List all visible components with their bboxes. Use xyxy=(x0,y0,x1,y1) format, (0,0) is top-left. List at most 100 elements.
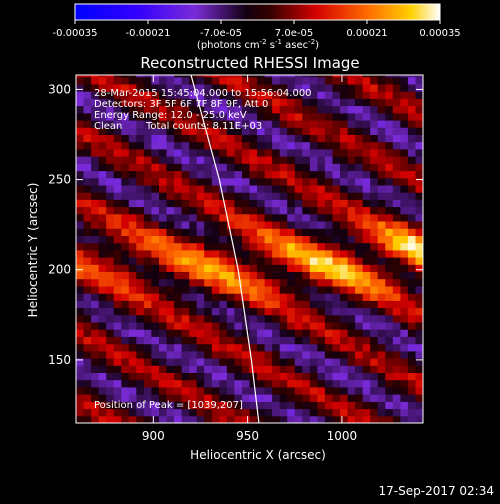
heatmap-cell xyxy=(189,365,198,373)
heatmap-cell xyxy=(166,257,175,265)
heatmap-cell xyxy=(98,98,107,107)
heatmap-cell xyxy=(143,300,152,309)
heatmap-cell xyxy=(355,84,364,92)
heatmap-cell xyxy=(279,293,288,301)
heatmap-cell xyxy=(302,177,311,186)
heatmap-cell xyxy=(113,322,122,330)
heatmap-cell xyxy=(294,228,303,236)
heatmap-cell xyxy=(98,185,107,193)
heatmap-cell xyxy=(294,206,303,215)
heatmap-cell xyxy=(257,221,265,229)
heatmap-cell xyxy=(415,228,423,236)
heatmap-cell xyxy=(234,127,243,135)
heatmap-cell xyxy=(385,98,394,107)
heatmap-cell xyxy=(249,293,258,301)
heatmap-cell xyxy=(204,242,213,251)
heatmap-cell xyxy=(211,379,220,388)
heatmap-cell xyxy=(309,264,318,272)
heatmap-cell xyxy=(181,213,190,222)
heatmap-cell xyxy=(272,84,281,92)
heatmap-cell xyxy=(385,264,394,272)
heatmap-cell xyxy=(166,401,175,410)
heatmap-cell xyxy=(219,314,228,323)
heatmap-cell xyxy=(226,199,235,208)
heatmap-cell xyxy=(355,213,364,222)
heatmap-cell xyxy=(272,343,281,352)
heatmap-cell xyxy=(279,365,288,373)
heatmap-cell xyxy=(309,278,318,287)
heatmap-cell xyxy=(407,199,416,208)
heatmap-cell xyxy=(242,329,250,337)
heatmap-cell xyxy=(302,286,311,294)
heatmap-cell xyxy=(166,314,175,323)
heatmap-cell xyxy=(181,401,190,410)
heatmap-cell xyxy=(211,242,220,251)
heatmap-cell xyxy=(204,415,213,423)
heatmap-cell xyxy=(106,221,115,229)
heatmap-cell xyxy=(226,163,235,172)
heatmap-cell xyxy=(302,228,311,236)
heatmap-cell xyxy=(113,98,122,107)
heatmap-cell xyxy=(128,278,137,287)
heatmap-cell xyxy=(294,322,303,330)
heatmap-cell xyxy=(249,242,258,251)
heatmap-cell xyxy=(377,156,386,164)
heatmap-cell xyxy=(189,75,198,78)
heatmap-cell xyxy=(347,343,356,352)
heatmap-cell xyxy=(370,192,379,200)
heatmap-cell xyxy=(189,286,198,294)
heatmap-cell xyxy=(355,112,364,121)
heatmap-cell xyxy=(362,300,371,309)
heatmap-cell xyxy=(324,386,333,395)
heatmap-cell xyxy=(347,415,356,423)
heatmap-cell xyxy=(219,415,228,423)
heatmap-cell xyxy=(400,141,409,150)
heatmap-cell xyxy=(83,134,92,143)
heatmap-cell xyxy=(121,134,130,143)
heatmap-cell xyxy=(242,105,250,114)
heatmap-cell xyxy=(415,365,423,373)
heatmap-cell xyxy=(385,350,394,359)
heatmap-cell xyxy=(83,264,92,272)
heatmap-cell xyxy=(347,242,356,251)
y-tick-label: 300 xyxy=(48,82,71,96)
heatmap-cell xyxy=(151,336,160,345)
heatmap-cell xyxy=(377,242,386,251)
heatmap-cell xyxy=(143,307,152,316)
heatmap-cell xyxy=(143,343,152,352)
heatmap-cell xyxy=(279,75,288,78)
heatmap-cell xyxy=(143,105,152,114)
heatmap-cell xyxy=(234,358,243,366)
heatmap-cell xyxy=(340,127,348,135)
heatmap-cell xyxy=(257,394,265,402)
heatmap-cell xyxy=(121,278,130,287)
heatmap-cell xyxy=(309,156,318,164)
heatmap-cell xyxy=(249,358,258,366)
heatmap-cell xyxy=(385,141,394,150)
heatmap-cell xyxy=(400,134,409,143)
heatmap-cell xyxy=(106,343,115,352)
heatmap-cell xyxy=(362,134,371,143)
heatmap-cell xyxy=(91,343,100,352)
heatmap-cell xyxy=(415,271,423,280)
heatmap-cell xyxy=(226,221,235,229)
heatmap-cell xyxy=(377,91,386,99)
heatmap-cell xyxy=(204,76,213,85)
heatmap-cell xyxy=(189,350,198,359)
heatmap-cell xyxy=(83,350,92,359)
heatmap-cell xyxy=(347,372,356,381)
heatmap-cell xyxy=(324,278,333,287)
heatmap-cell xyxy=(189,264,198,272)
heatmap-cell xyxy=(392,156,401,164)
heatmap-cell xyxy=(136,249,145,258)
heatmap-cell xyxy=(91,242,100,251)
heatmap-cell xyxy=(189,177,198,186)
heatmap-cell xyxy=(317,235,326,244)
heatmap-cell xyxy=(204,257,213,265)
heatmap-cell xyxy=(332,98,341,107)
heatmap-cell xyxy=(159,336,167,345)
heatmap-cell xyxy=(91,307,100,316)
heatmap-cell xyxy=(189,242,198,251)
heatmap-cell xyxy=(257,206,265,215)
heatmap-cell xyxy=(370,343,379,352)
